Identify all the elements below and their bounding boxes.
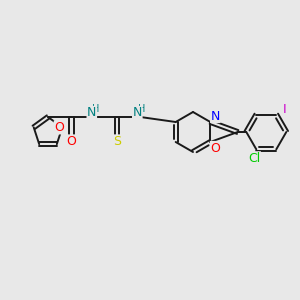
Text: H: H [92,104,100,114]
Text: N: N [211,110,220,122]
Text: O: O [67,135,76,148]
Text: O: O [210,142,220,154]
Text: N: N [87,106,97,119]
Text: N: N [133,106,142,119]
Text: I: I [283,103,286,116]
Text: Cl: Cl [248,152,260,165]
Text: O: O [54,121,64,134]
Text: S: S [113,135,121,148]
Text: H: H [138,104,145,114]
